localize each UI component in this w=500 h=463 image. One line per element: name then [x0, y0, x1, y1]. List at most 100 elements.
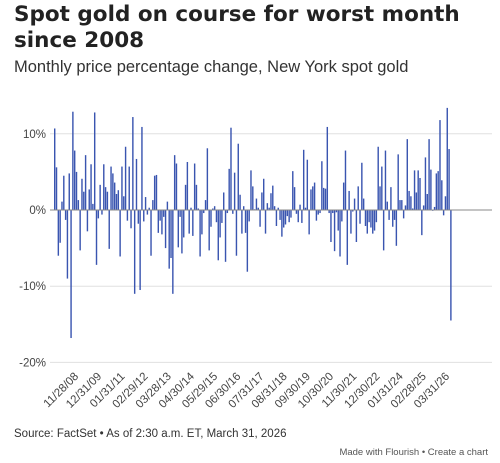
- bar: [310, 189, 312, 210]
- bar: [446, 107, 448, 210]
- bar: [341, 210, 343, 222]
- bar: [393, 210, 396, 220]
- bar: [357, 186, 359, 210]
- y-tick-label: -10%: [19, 281, 46, 293]
- bar: [219, 210, 221, 238]
- bar: [239, 194, 241, 210]
- bar: [395, 210, 398, 246]
- bar: [161, 210, 163, 235]
- bar: [413, 170, 416, 210]
- bar: [444, 196, 447, 210]
- bar: [302, 149, 305, 210]
- y-tick-label: 0%: [29, 205, 46, 217]
- bar: [81, 178, 83, 210]
- bar: [57, 210, 60, 256]
- create-chart-link[interactable]: Create a chart: [427, 447, 488, 458]
- bar: [419, 178, 421, 210]
- bar: [188, 210, 190, 234]
- bar: [295, 210, 298, 214]
- bar: [228, 168, 230, 210]
- bar: [148, 207, 150, 210]
- bar: [361, 162, 363, 210]
- bar: [412, 208, 414, 210]
- bar: [130, 210, 132, 229]
- bar: [152, 200, 154, 210]
- bar: [326, 126, 329, 210]
- bar: [404, 205, 407, 210]
- bar: [346, 210, 349, 265]
- bar: [342, 182, 345, 210]
- bar: [306, 159, 309, 210]
- bar: [348, 190, 350, 210]
- bar: [392, 210, 394, 227]
- bar-chart: 10% 0% -10% -20% 11/28/0812/31/0901/31/1102…: [19, 107, 492, 411]
- bar: [244, 210, 247, 233]
- bar: [141, 126, 143, 210]
- bar: [241, 210, 243, 234]
- bar: [203, 210, 205, 214]
- bar: [279, 210, 281, 220]
- bar: [70, 210, 72, 339]
- bar: [301, 210, 303, 223]
- bar: [288, 210, 290, 223]
- bar: [101, 210, 103, 215]
- bar: [159, 210, 161, 221]
- bar: [137, 210, 140, 224]
- bar: [235, 210, 238, 256]
- bar: [450, 210, 452, 321]
- bar: [368, 210, 370, 223]
- bar: [350, 210, 352, 234]
- bar: [119, 210, 121, 257]
- bar: [428, 139, 430, 210]
- bar: [335, 210, 338, 213]
- bar: [330, 210, 332, 242]
- bar: [268, 207, 270, 210]
- bar: [117, 190, 120, 210]
- bar: [84, 155, 87, 210]
- bar: [384, 150, 387, 210]
- bar: [252, 186, 254, 210]
- bar: [186, 161, 189, 210]
- bar: [373, 210, 376, 231]
- bar: [73, 150, 76, 210]
- bar: [321, 161, 323, 210]
- bar: [272, 185, 274, 210]
- y-tick-label: -20%: [19, 357, 46, 369]
- bar: [257, 207, 259, 210]
- bar: [401, 200, 403, 210]
- bar: [157, 210, 160, 233]
- bar: [437, 171, 439, 210]
- bar: [390, 187, 392, 210]
- bar: [273, 206, 276, 210]
- bar: [64, 210, 67, 220]
- bar: [415, 192, 418, 210]
- source-note: Source: FactSet • As of 2:30 a.m. ET, Ma…: [14, 428, 287, 440]
- bar: [66, 210, 69, 279]
- y-tick-label: 10%: [23, 129, 46, 141]
- bar: [79, 210, 81, 251]
- bar: [55, 167, 58, 210]
- made-with-flourish-link[interactable]: Made with Flourish: [339, 447, 420, 458]
- bar: [121, 166, 123, 210]
- bar: [230, 127, 232, 210]
- bar: [399, 200, 401, 210]
- bar: [353, 198, 356, 210]
- bar: [175, 163, 178, 210]
- bar: [299, 204, 301, 210]
- bar: [217, 210, 219, 261]
- bar: [112, 173, 114, 210]
- bar: [275, 210, 278, 226]
- bar: [190, 207, 192, 210]
- bar: [382, 210, 385, 251]
- bar: [193, 163, 196, 210]
- bar: [293, 187, 296, 210]
- bar: [163, 210, 165, 217]
- bar: [308, 210, 310, 235]
- bar: [115, 194, 118, 210]
- bar: [328, 210, 330, 214]
- bar: [173, 155, 176, 210]
- bar: [322, 187, 325, 210]
- bar: [264, 210, 267, 234]
- chart-title: Spot gold on course for worst month sinc…: [14, 2, 460, 53]
- bar: [282, 210, 285, 228]
